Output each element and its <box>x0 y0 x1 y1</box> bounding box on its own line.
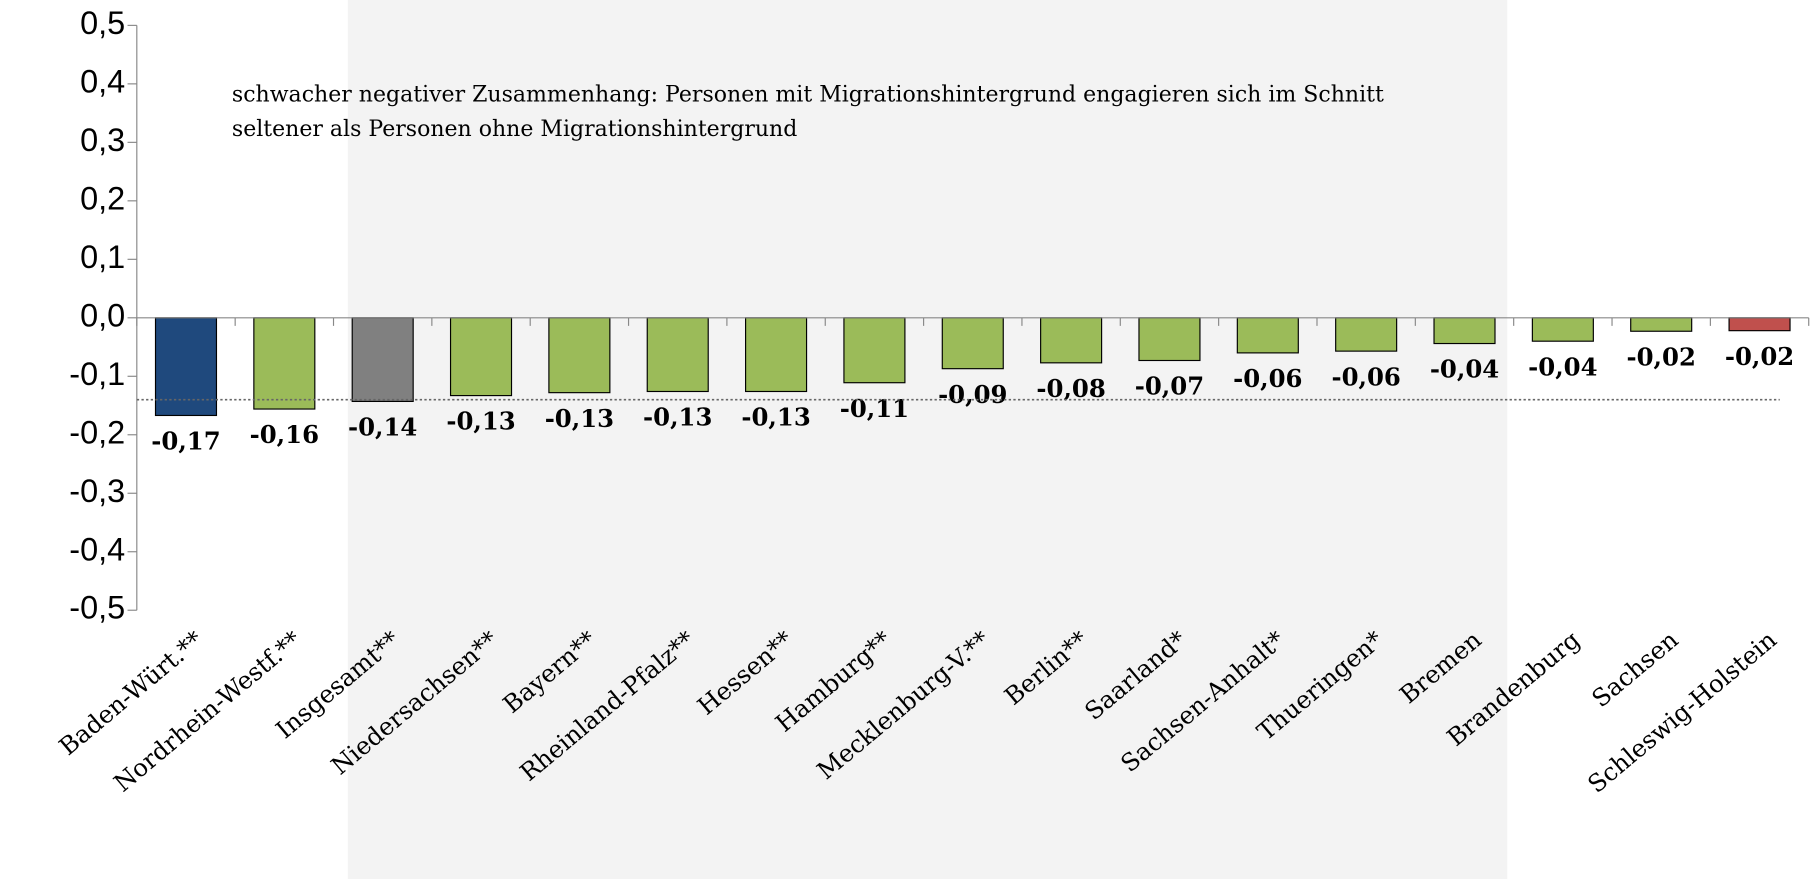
value-label: -0,04 <box>1430 355 1499 384</box>
value-label: -0,06 <box>1233 364 1302 393</box>
bar <box>548 317 611 394</box>
y-tick-label: 0,4 <box>80 63 125 99</box>
bar <box>1236 317 1299 354</box>
x-tick-label: Schleswig-Holstein <box>1582 625 1782 799</box>
y-tick-label: -0,2 <box>69 414 125 450</box>
background-map <box>347 0 1508 879</box>
value-label: -0,09 <box>938 380 1007 409</box>
y-tick-label: -0,5 <box>69 590 125 626</box>
bar <box>1728 317 1791 332</box>
bar <box>351 317 414 403</box>
bar <box>941 317 1004 370</box>
value-label: -0,11 <box>840 394 909 423</box>
y-tick-label: -0,3 <box>69 473 125 509</box>
annotation: seltener als Personen ohne Migrationshin… <box>232 117 797 142</box>
bar <box>1433 317 1496 345</box>
value-label: -0,02 <box>1725 342 1794 371</box>
bar <box>1138 317 1201 362</box>
bar <box>1531 317 1594 342</box>
bar <box>646 317 709 393</box>
bar <box>843 317 906 384</box>
bar <box>253 317 316 410</box>
value-label: -0,13 <box>545 404 614 433</box>
x-tick-label: Sachsen <box>1586 625 1684 713</box>
y-tick-label: -0,1 <box>69 356 125 392</box>
value-label: -0,08 <box>1036 374 1105 403</box>
y-tick-label: 0,3 <box>80 122 125 158</box>
value-label: -0,06 <box>1331 362 1400 391</box>
y-tick-label: 0,1 <box>80 239 125 275</box>
value-label: -0,07 <box>1135 372 1204 401</box>
value-label: -0,13 <box>446 407 515 436</box>
bar <box>1630 317 1693 332</box>
value-label: -0,17 <box>151 427 220 456</box>
bar <box>154 317 218 417</box>
value-label: -0,13 <box>741 403 810 432</box>
y-tick-label: 0,2 <box>80 180 125 216</box>
value-label: -0,16 <box>250 420 319 449</box>
bar <box>1040 317 1103 364</box>
bar <box>1335 317 1398 352</box>
value-label: -0,14 <box>348 413 417 442</box>
value-label: -0,02 <box>1627 342 1696 371</box>
value-label: -0,13 <box>643 403 712 432</box>
y-tick-label: 0,0 <box>80 297 125 333</box>
bar <box>745 317 808 393</box>
y-tick-label: -0,4 <box>69 531 125 567</box>
x-tick-label: Nordrhein-Westf.** <box>108 625 307 797</box>
value-label: -0,04 <box>1528 352 1597 381</box>
y-tick-label: 0,5 <box>80 5 125 41</box>
annotation: schwacher negativer Zusammenhang: Person… <box>232 83 1384 108</box>
bar <box>449 317 513 397</box>
